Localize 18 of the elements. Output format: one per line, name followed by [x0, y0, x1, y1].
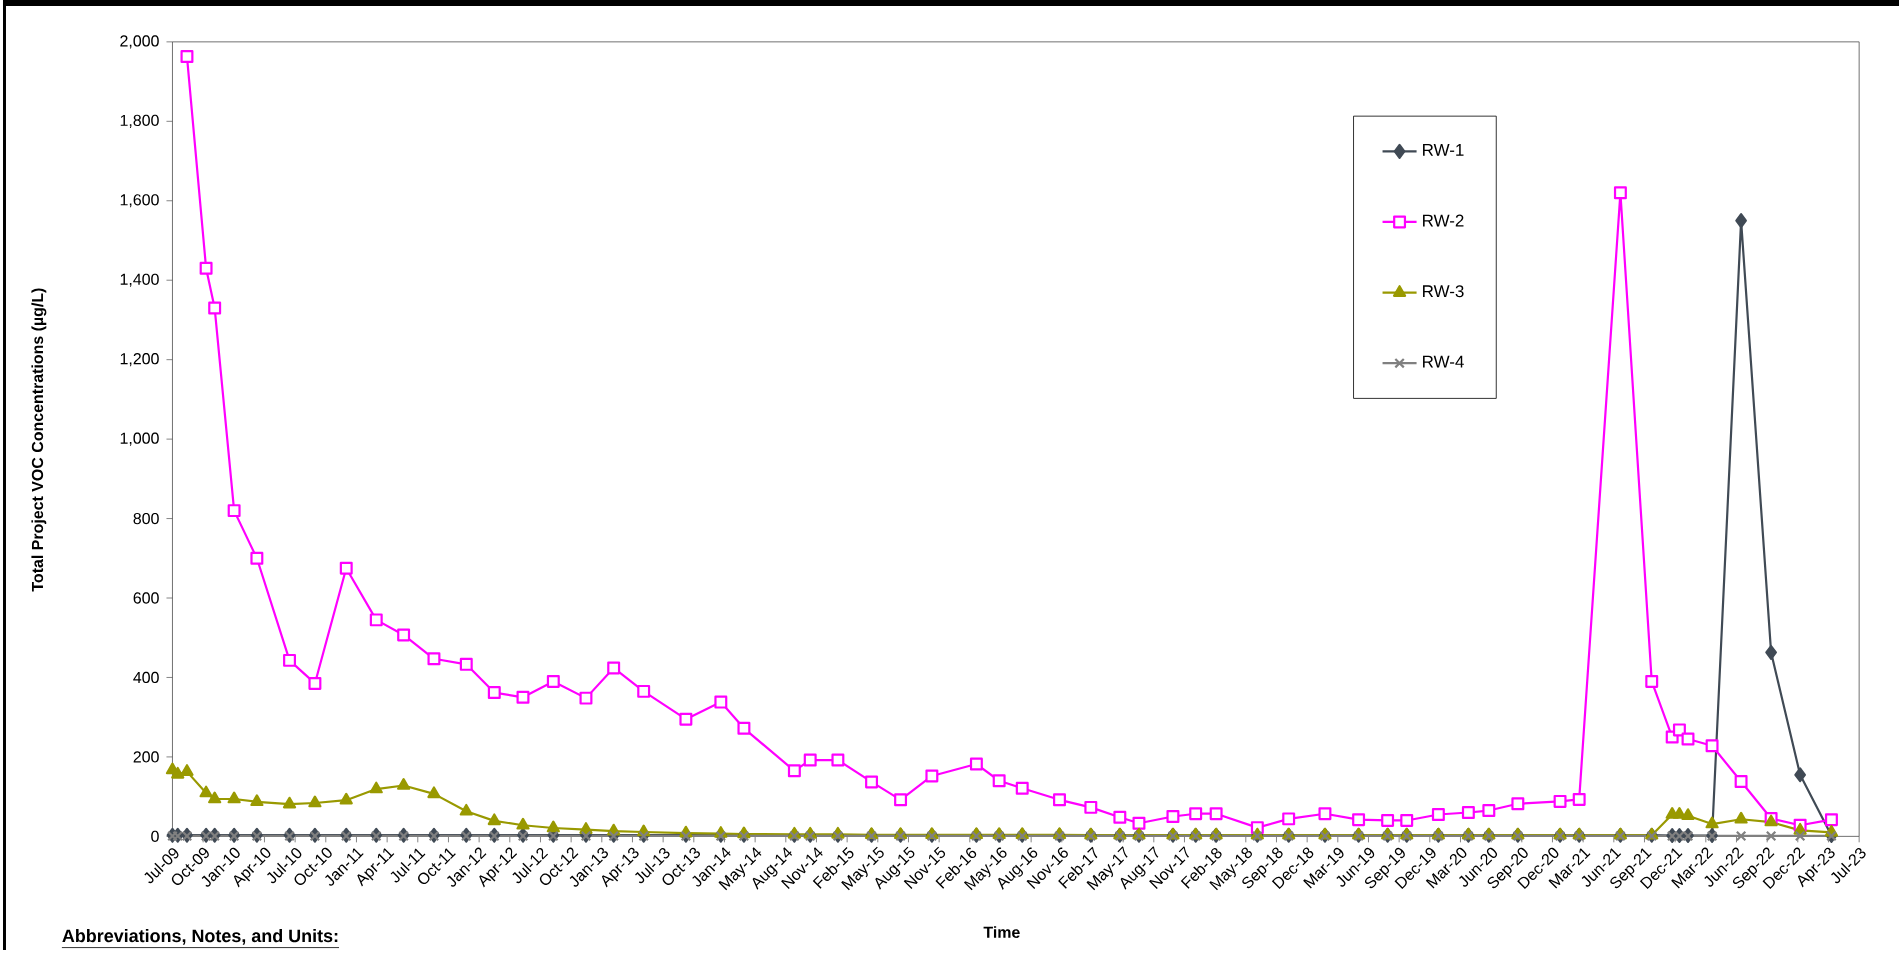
- legend-label: RW-4: [1423, 355, 1464, 368]
- legend-label: RW-2: [1423, 214, 1464, 227]
- y-tick-label: 600: [133, 592, 159, 604]
- x-axis-title: Time: [983, 925, 1020, 938]
- y-axis-title: Total Project VOC Concentrations (µg/L): [31, 288, 47, 592]
- y-tick-label: 400: [133, 671, 159, 683]
- y-tick-label: 2,000: [120, 35, 159, 49]
- y-tick-label: 1,400: [120, 273, 159, 287]
- legend-label: RW-1: [1423, 143, 1464, 156]
- y-tick-label: 1,800: [120, 114, 159, 128]
- y-tick-label: 0: [151, 830, 159, 842]
- y-tick-label: 200: [133, 751, 159, 763]
- text: Abbreviations, Notes, and Units:: [62, 928, 338, 945]
- y-tick-label: 800: [133, 512, 159, 524]
- legend-label: RW-3: [1423, 284, 1464, 297]
- y-tick-label: 1,200: [120, 352, 159, 367]
- y-tick-label: 1,000: [120, 432, 159, 446]
- y-tick-label: 1,600: [120, 193, 159, 208]
